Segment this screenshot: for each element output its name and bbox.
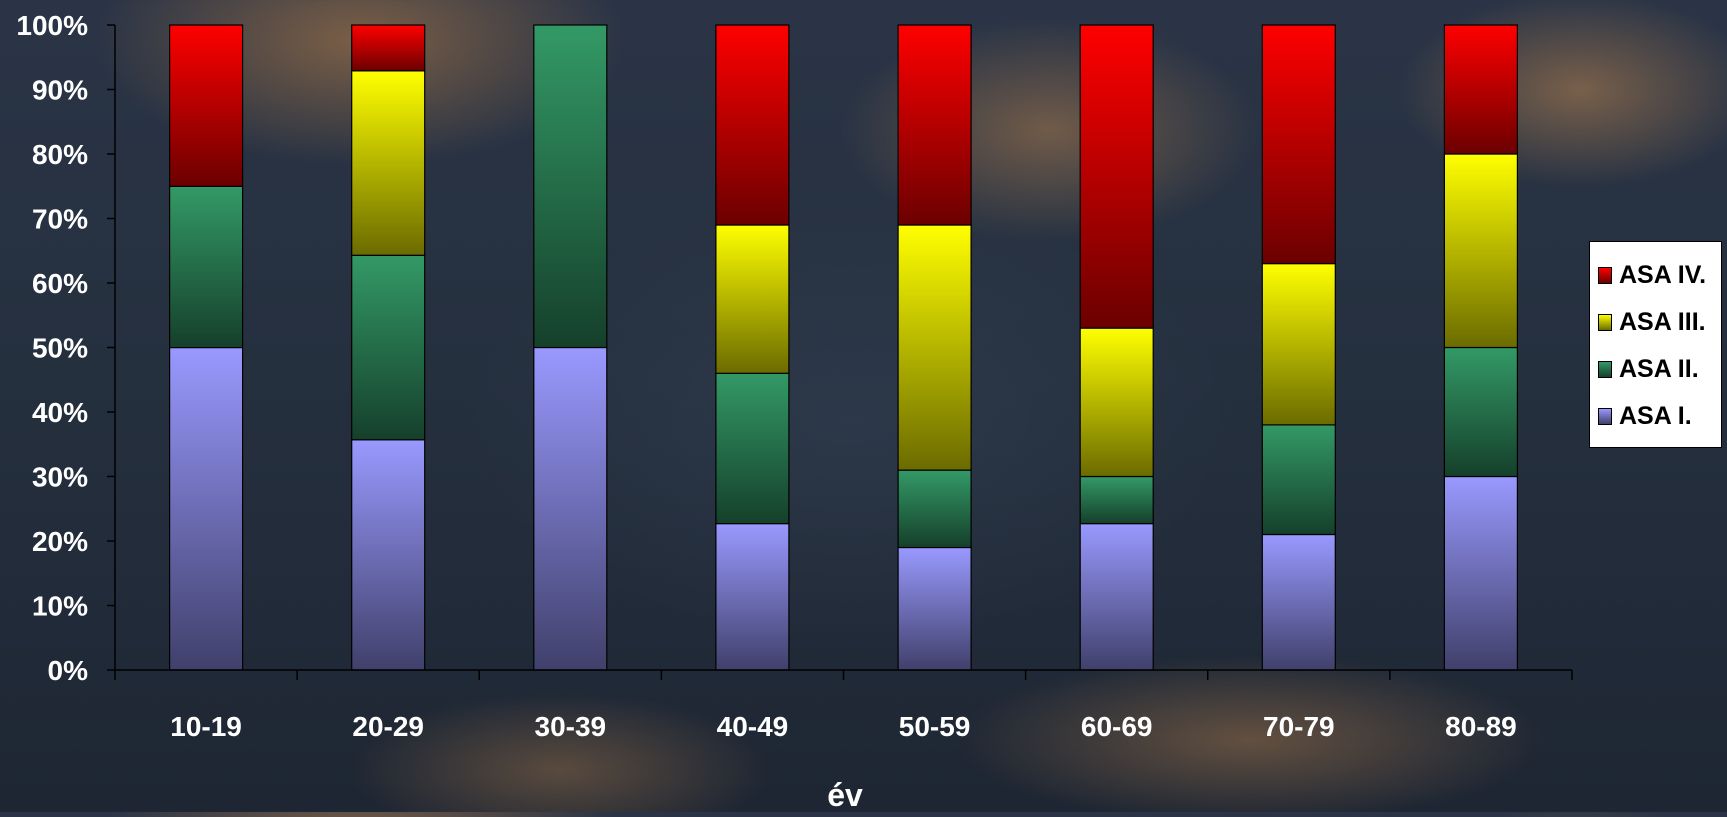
y-tick-label: 90% (32, 75, 88, 106)
legend-swatch (1598, 408, 1612, 425)
x-tick-label: 70-79 (1263, 711, 1335, 742)
bar-80-89-asa-iv (1443, 24, 1519, 155)
y-tick-label: 30% (32, 462, 88, 493)
legend-swatch (1598, 267, 1612, 284)
x-tick-label: 80-89 (1445, 711, 1517, 742)
x-tick-label: 40-49 (717, 711, 789, 742)
bar-20-29-asa-ii (351, 254, 426, 441)
bar-50-59-asa-iii (897, 224, 972, 471)
x-tick-label: 50-59 (899, 711, 971, 742)
bar-10-19-asa-ii (169, 185, 244, 349)
y-tick-label: 70% (32, 204, 88, 235)
legend-item-asa-iii: ASA III. (1598, 299, 1721, 346)
bar-70-79-asa-i (1261, 533, 1336, 671)
y-tick-label: 60% (32, 268, 88, 299)
legend-label: ASA I. (1619, 402, 1692, 430)
bar-40-49-asa-ii (715, 372, 790, 525)
x-tick-label: 30-39 (535, 711, 607, 742)
bar-60-69-asa-ii (1079, 475, 1154, 525)
bar-20-29-asa-iv (351, 24, 426, 72)
bar-70-79-asa-iii (1261, 263, 1336, 426)
bar-40-49-asa-iv (715, 24, 790, 226)
axes-layer: 0% 10% 20% 30% 40% 50% 60% 70% 80% 90% 100% 10-19 20… (16, 10, 1573, 742)
y-tick-label: 80% (32, 139, 88, 170)
legend-swatch (1598, 314, 1612, 331)
bar-80-89-asa-ii (1443, 346, 1519, 478)
y-tick-label: 100% (16, 10, 88, 41)
x-tick-label: 20-29 (352, 711, 424, 742)
legend-item-asa-iv: ASA IV. (1598, 252, 1721, 299)
bar-30-39-asa-i (533, 346, 608, 671)
bar-80-89-asa-iii (1443, 153, 1519, 349)
x-tick-label: 60-69 (1081, 711, 1153, 742)
legend-swatch (1598, 361, 1612, 378)
y-tick-label: 40% (32, 397, 88, 428)
bar-40-49-asa-i (715, 522, 790, 671)
legend-item-asa-i: ASA I. (1598, 393, 1721, 440)
x-tick-label: 10-19 (170, 711, 242, 742)
bar-70-79-asa-iv (1261, 24, 1336, 265)
legend: ASA IV. ASA III. ASA II. ASA I. (1589, 241, 1722, 448)
legend-label: ASA III. (1619, 308, 1706, 336)
legend-label: ASA IV. (1619, 261, 1707, 289)
bar-20-29-asa-i (351, 439, 426, 671)
bar-50-59-asa-ii (897, 469, 972, 549)
bar-10-19-asa-iv (169, 24, 244, 187)
bar-50-59-asa-i (897, 546, 972, 671)
y-tick-label: 50% (32, 333, 88, 364)
bar-40-49-asa-iii (715, 224, 790, 374)
bar-60-69-asa-iii (1079, 327, 1154, 478)
y-tick-label: 10% (32, 591, 88, 622)
bar-20-29-asa-iii (351, 70, 426, 256)
bar-10-19-asa-i (169, 346, 244, 671)
legend-item-asa-ii: ASA II. (1598, 346, 1721, 393)
bar-60-69-asa-i (1079, 522, 1154, 671)
bars-layer (169, 24, 1519, 671)
bar-70-79-asa-ii (1261, 424, 1336, 536)
bar-50-59-asa-iv (897, 24, 972, 226)
y-tick-label: 0% (48, 655, 89, 686)
bar-60-69-asa-iv (1079, 24, 1154, 329)
x-axis-title: év (827, 777, 863, 812)
y-tick-label: 20% (32, 526, 88, 557)
legend-label: ASA II. (1619, 355, 1699, 383)
bar-80-89-asa-i (1443, 475, 1519, 671)
bar-30-39-asa-ii (533, 24, 608, 349)
